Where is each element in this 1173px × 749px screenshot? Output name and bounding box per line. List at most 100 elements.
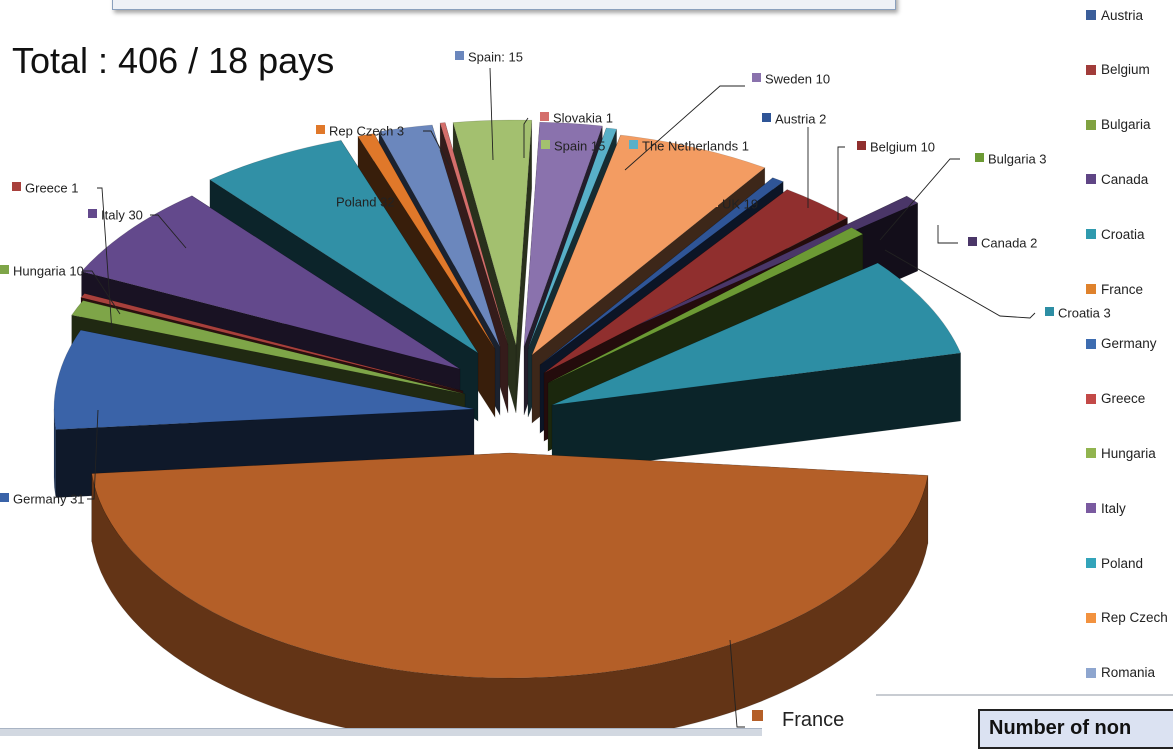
pie-slice xyxy=(357,133,496,350)
info-box-text: Number of non xyxy=(989,717,1132,739)
leader-line xyxy=(423,130,450,166)
legend-label: Belgium xyxy=(1101,62,1150,78)
legend-item: Germany xyxy=(1086,336,1157,352)
label-swatch xyxy=(541,140,550,149)
leader-line xyxy=(879,158,960,241)
pie-slices xyxy=(53,119,962,735)
slice-label: Italy 30 xyxy=(101,208,143,223)
pie-slice xyxy=(209,139,479,354)
slice-label: Sweden 10 xyxy=(765,72,830,87)
legend-swatch xyxy=(1086,64,1096,75)
label-swatch xyxy=(323,196,332,205)
leader-line xyxy=(97,187,113,333)
header-panel xyxy=(112,0,896,10)
total-text: Total : 406 / 18 pays xyxy=(12,40,335,81)
divider xyxy=(876,694,1173,696)
pie-slice xyxy=(91,452,929,679)
legend-label: Italy xyxy=(1101,500,1126,516)
slice-label: Greece 1 xyxy=(25,181,78,196)
pie-slice xyxy=(539,177,784,366)
label-swatch xyxy=(12,182,21,191)
legend-swatch xyxy=(1086,119,1096,130)
slice-label: The Netherlands 1 xyxy=(642,139,749,154)
legend-swatch xyxy=(1086,338,1096,349)
label-swatch xyxy=(968,237,977,246)
legend-item: Romania xyxy=(1086,665,1155,681)
slice-label: Hungaria 10 xyxy=(13,264,84,279)
slice-label: Spain 15 xyxy=(554,139,605,154)
pie-slice xyxy=(591,195,919,346)
leader-line xyxy=(82,270,121,315)
legend-item: Hungaria xyxy=(1086,445,1156,461)
leader-lines xyxy=(82,67,1036,728)
legend-item: Austria xyxy=(1086,7,1143,23)
label-swatch xyxy=(455,51,464,60)
legend-swatch xyxy=(1086,229,1096,240)
slice-label: Slovakia 1 xyxy=(553,111,613,126)
slice-label: Bulgaria 3 xyxy=(988,152,1047,167)
legend-label: Romania xyxy=(1101,665,1156,681)
slice-labels: Spain: 15 Sweden 10 Slovakia 1 Austria 2 Rep… xyxy=(0,50,1111,731)
label-swatch xyxy=(762,113,771,122)
legend-item: Greece xyxy=(1086,391,1145,407)
leader-line xyxy=(729,639,745,728)
legend-label: Croatia xyxy=(1101,226,1145,242)
legend-item: Belgium xyxy=(1086,62,1150,78)
pie-slice xyxy=(439,122,509,346)
leader-line xyxy=(150,214,187,249)
label-swatch xyxy=(857,141,866,150)
legend-swatch xyxy=(1086,612,1096,623)
pie-slice xyxy=(531,134,766,356)
slice-label: France xyxy=(782,709,844,731)
pie-slice xyxy=(547,227,864,384)
pie-slice xyxy=(71,300,466,395)
slice-label: Rep Czech 3 xyxy=(329,124,404,139)
label-swatch xyxy=(316,125,325,134)
pie-slice xyxy=(80,293,464,392)
slice-label: Spain: 15 xyxy=(468,50,523,65)
legend-label: Hungaria xyxy=(1101,445,1156,461)
label-swatch xyxy=(0,493,9,502)
legend-swatch xyxy=(1086,393,1096,404)
legend-label: Bulgaria xyxy=(1101,117,1151,133)
label-swatch xyxy=(629,140,638,149)
pie-slice xyxy=(543,189,849,374)
legend-swatch xyxy=(1086,10,1096,20)
legend-label: Germany xyxy=(1101,336,1157,352)
label-swatch xyxy=(975,153,984,162)
leader-line xyxy=(937,225,958,244)
pie-slice xyxy=(80,195,461,370)
slice-label: Germany 31 xyxy=(13,492,85,507)
legend-label: Austria xyxy=(1101,7,1144,23)
pie-slice xyxy=(452,119,533,346)
label-swatch xyxy=(709,198,718,207)
leader-line xyxy=(837,146,845,220)
pie-slice xyxy=(527,127,618,350)
legend-swatch xyxy=(1086,503,1096,514)
leader-line xyxy=(523,117,529,158)
legend-swatch xyxy=(1086,558,1096,568)
label-swatch xyxy=(540,112,549,121)
legend-label: France xyxy=(1101,281,1144,297)
legend-label: Poland xyxy=(1101,555,1144,571)
label-swatch xyxy=(752,710,763,721)
legend-swatch xyxy=(1086,174,1096,185)
slice-label: Poland 32 xyxy=(336,195,395,210)
legend-item: Canada xyxy=(1086,171,1148,187)
pie-slice-side xyxy=(551,352,961,474)
legend-label: Canada xyxy=(1101,171,1149,187)
legend-item: Rep Czech xyxy=(1086,610,1168,626)
label-swatch xyxy=(0,265,9,274)
leader-line xyxy=(87,409,99,500)
label-swatch xyxy=(752,73,761,82)
legend-item: Italy xyxy=(1086,500,1126,516)
pie-slice xyxy=(551,262,962,406)
slice-label: Belgium 10 xyxy=(870,140,935,155)
legend-item: Croatia xyxy=(1086,226,1145,242)
label-swatch xyxy=(1045,307,1054,316)
slice-label: UK 19 xyxy=(722,197,758,212)
pie-slice xyxy=(378,124,501,348)
legend-label: Rep Czech xyxy=(1101,610,1168,626)
legend-item: Poland xyxy=(1086,555,1143,571)
leader-line xyxy=(884,249,1036,319)
